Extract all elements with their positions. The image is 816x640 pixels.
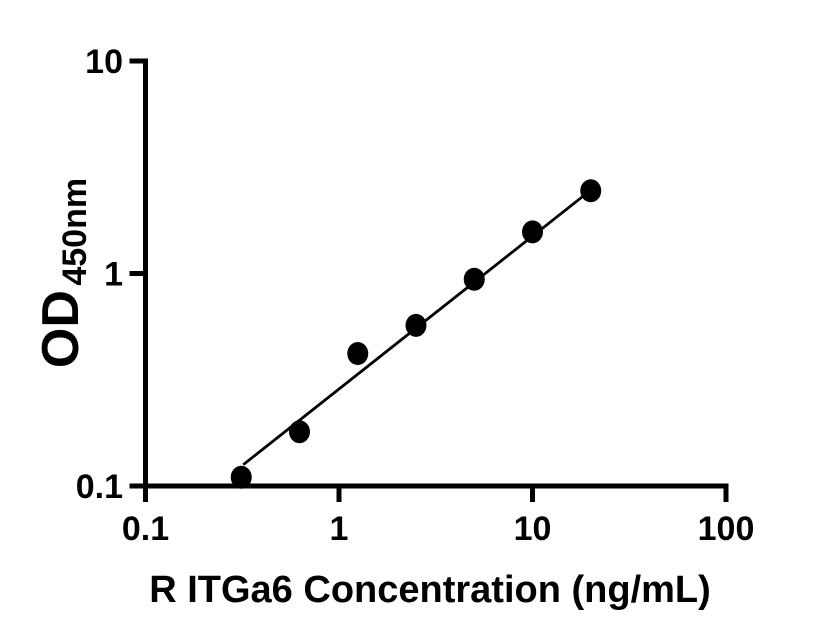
y-tick-label: 1 (104, 256, 123, 294)
y-axis-title: OD 450nm (32, 178, 94, 368)
y-axis-title-subscript: 450nm (56, 178, 94, 286)
data-point (580, 179, 602, 203)
x-tick-label: 10 (514, 510, 552, 548)
x-axis-title: R ITGa6 Concentration (ng/mL) (149, 569, 711, 611)
data-point (522, 220, 543, 244)
data-point (405, 313, 427, 337)
x-tick-label: 1 (330, 510, 349, 548)
data-point (230, 465, 252, 489)
y-axis-title-main: OD (32, 290, 90, 368)
y-tick-label: 0.1 (76, 468, 123, 506)
plot-dynamic-layer: 0.1 1 10 100 0.1 1 10 (76, 43, 755, 548)
y-tick-label: 10 (85, 43, 123, 81)
data-point (347, 342, 369, 366)
x-tick-label: 100 (698, 510, 755, 548)
x-tick-label: 0.1 (122, 510, 169, 548)
data-point (289, 420, 311, 444)
data-point (463, 267, 485, 291)
